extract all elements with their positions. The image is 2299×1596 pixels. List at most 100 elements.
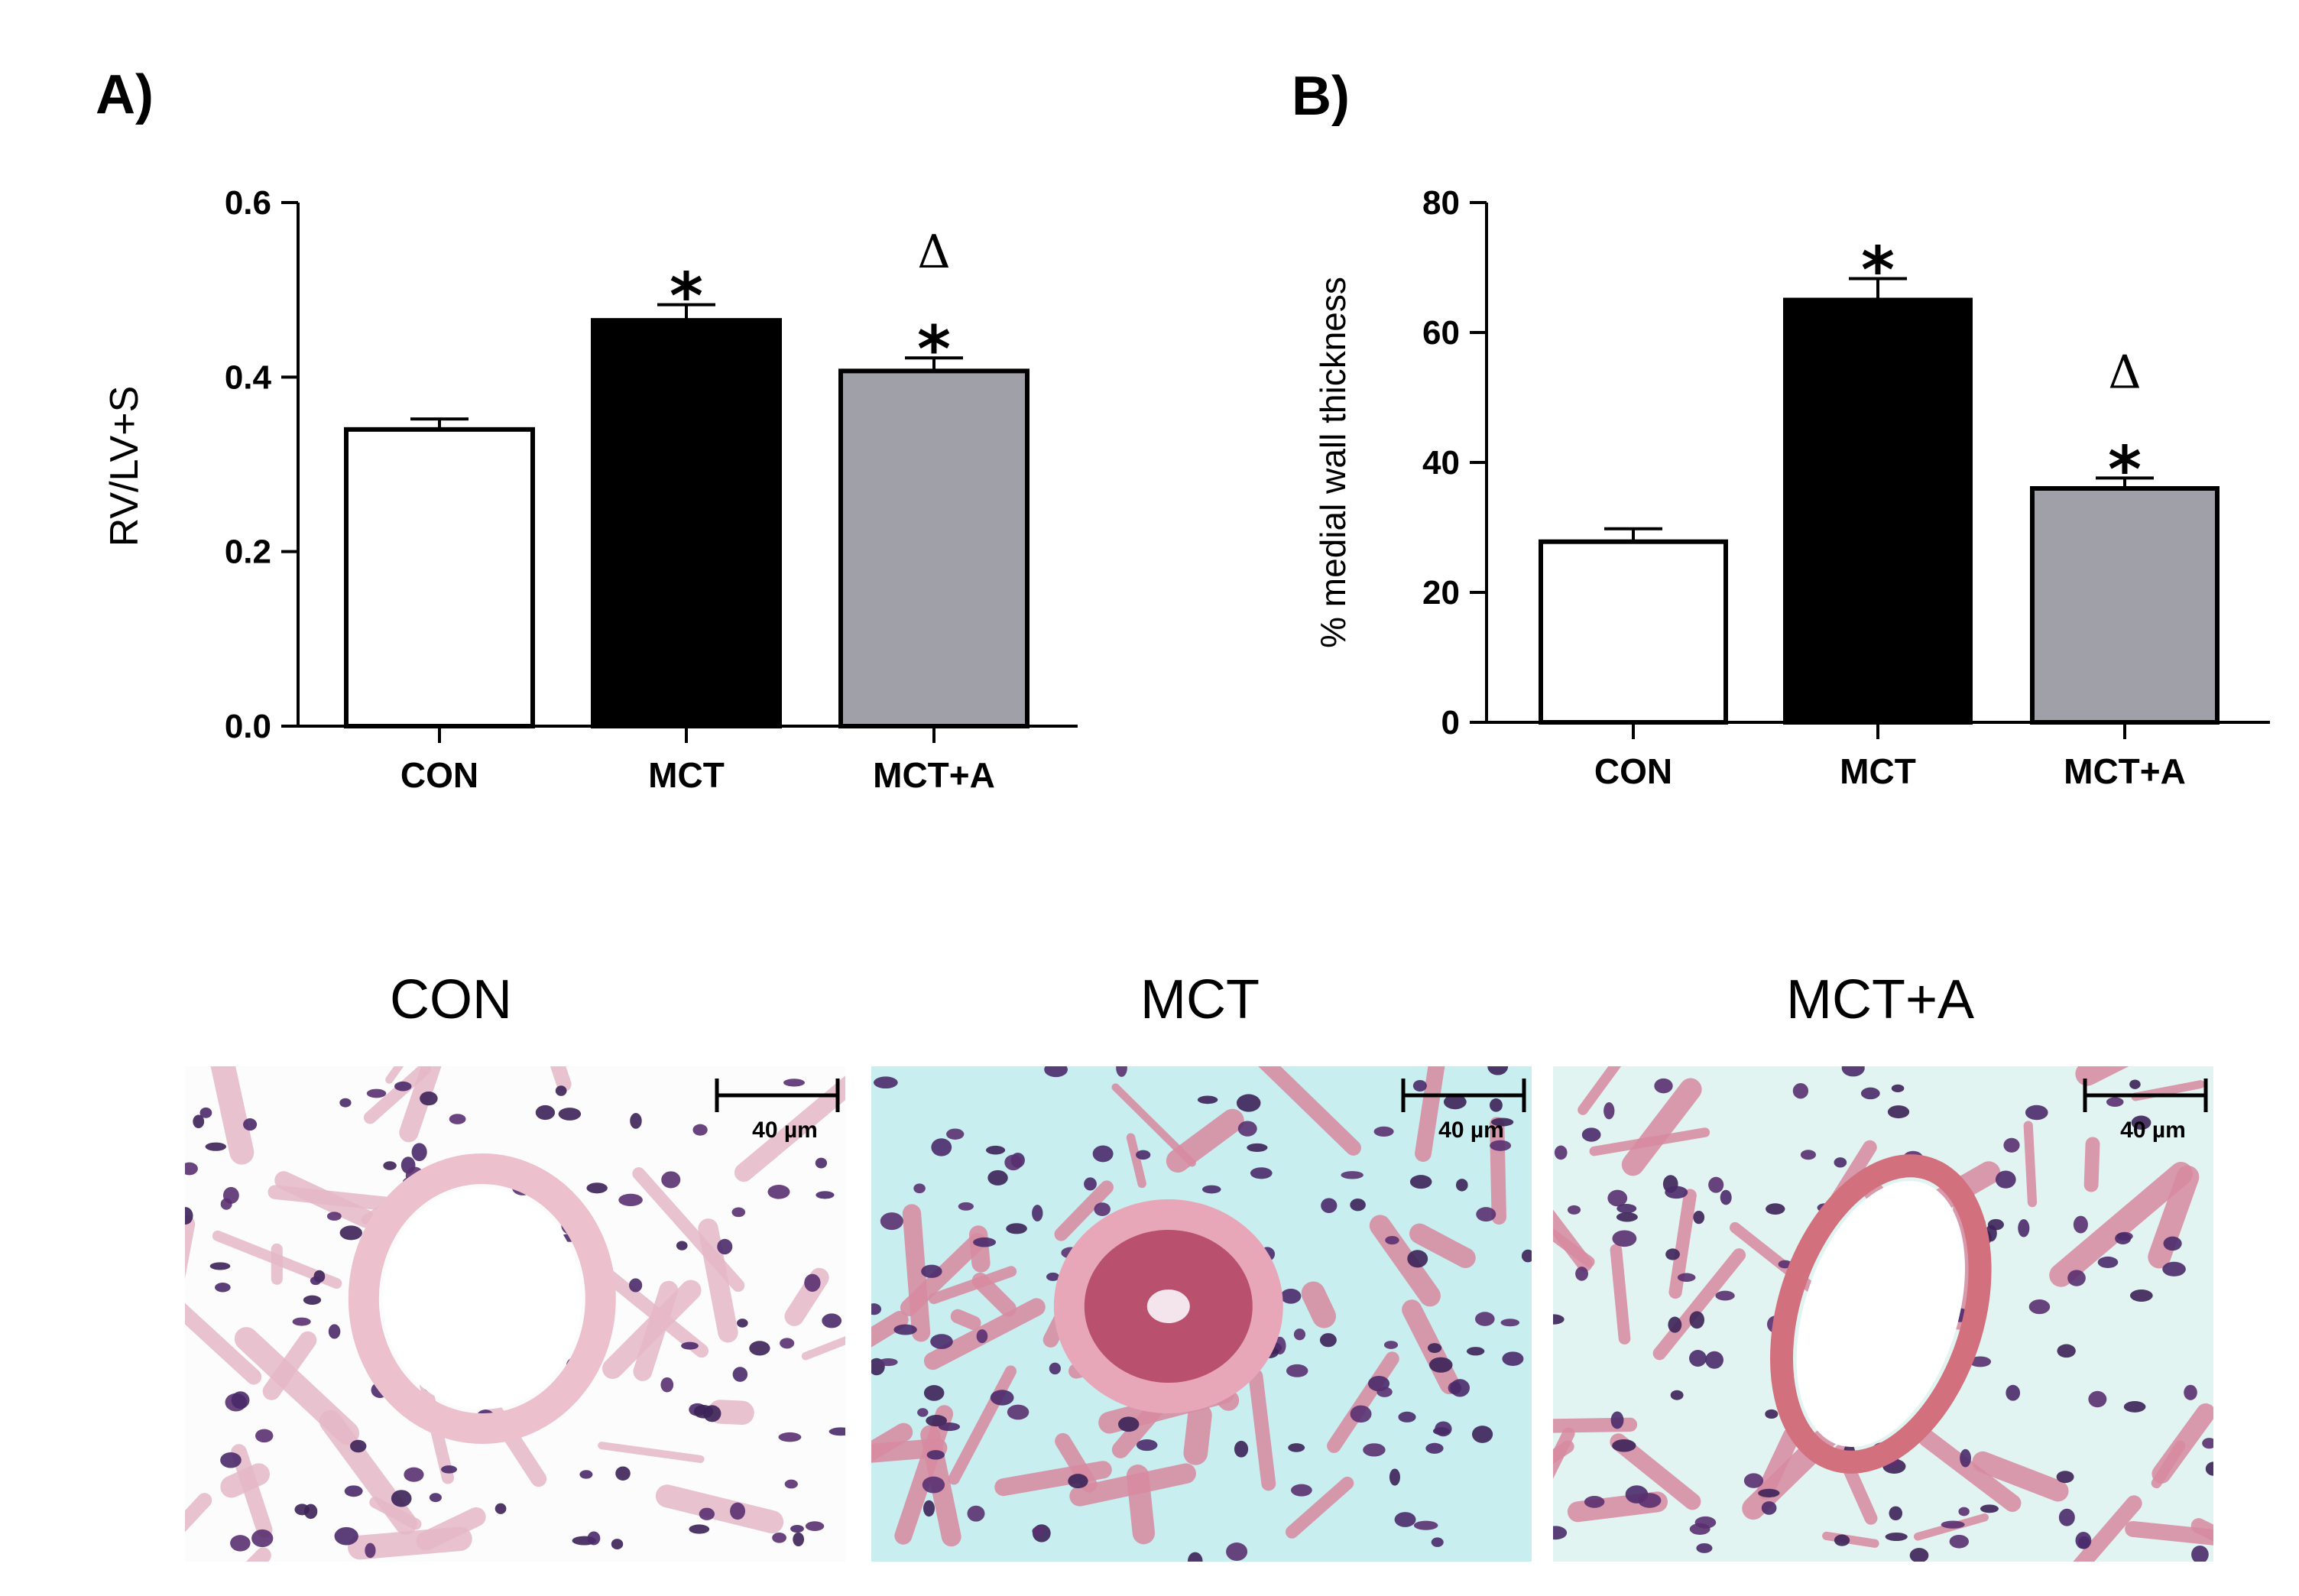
cell-nucleus [1466, 1347, 1485, 1356]
cell-nucleus [1708, 1176, 1724, 1193]
tissue-strand [1054, 1180, 1114, 1241]
cell-nucleus [1958, 1507, 1970, 1517]
cell-nucleus [973, 1237, 997, 1247]
cell-nucleus [985, 1145, 1006, 1155]
cell-nucleus [339, 1225, 362, 1241]
cell-nucleus [2129, 1289, 2153, 1302]
cell-nucleus [1006, 1223, 1027, 1234]
cell-nucleus [1960, 1448, 1971, 1468]
tissue-strand [1621, 1078, 1702, 1176]
cell-nucleus [1766, 1203, 1785, 1215]
cell-nucleus [2028, 1299, 2051, 1315]
cell-nucleus [1941, 1520, 1965, 1529]
x-category-label: CON [400, 755, 478, 795]
cell-nucleus [2075, 1532, 2092, 1549]
cell-nucleus [1500, 1319, 1520, 1327]
cell-nucleus [1889, 1506, 1903, 1521]
tissue-strand [185, 1493, 212, 1533]
bar-mct [591, 318, 782, 728]
tissue-strand [655, 1484, 784, 1534]
cell-nucleus [816, 1191, 835, 1199]
cell-nucleus [1032, 1205, 1043, 1221]
cell-nucleus [926, 1415, 948, 1427]
cell-nucleus [1407, 1250, 1428, 1268]
cell-nucleus [880, 1212, 903, 1231]
cell-nucleus [2057, 1344, 2076, 1358]
cell-nucleus [1887, 1105, 1910, 1119]
tissue-strand [1258, 1066, 1361, 1156]
cell-nucleus [1363, 1443, 1386, 1457]
cell-nucleus [737, 1319, 748, 1328]
cell-nucleus [193, 1114, 205, 1129]
cell-nucleus [828, 1427, 845, 1436]
cell-nucleus [780, 1338, 795, 1349]
cell-nucleus [958, 1202, 974, 1211]
cell-nucleus [1607, 1189, 1628, 1207]
cell-nucleus [804, 1273, 821, 1292]
cell-nucleus [494, 1503, 507, 1514]
cell-nucleus [749, 1341, 770, 1356]
cell-nucleus [230, 1535, 251, 1552]
cell-nucleus [1084, 1177, 1097, 1191]
cell-nucleus [923, 1385, 945, 1401]
cell-nucleus [2115, 1232, 2132, 1244]
cell-nucleus [923, 1500, 935, 1517]
cell-nucleus [1455, 1179, 1468, 1192]
cell-nucleus [326, 1212, 342, 1221]
tissue-strand [234, 1327, 360, 1445]
cell-nucleus [1603, 1102, 1615, 1120]
scale-bar-label: 40 µm [2120, 1118, 2186, 1143]
tissue-strand [801, 1336, 845, 1361]
cell-nucleus [2106, 1097, 2124, 1108]
cell-nucleus [1092, 1145, 1114, 1163]
cell-nucleus [1425, 1442, 1444, 1454]
bar-con [1539, 539, 1728, 725]
cell-nucleus [1616, 1212, 1638, 1222]
cell-nucleus [1616, 1203, 1637, 1214]
cell-nucleus [1909, 1548, 1929, 1562]
cell-nucleus [1288, 1443, 1305, 1452]
tissue-strand [1166, 1108, 1244, 1173]
tissue-strand [871, 1422, 913, 1462]
cell-nucleus [767, 1185, 790, 1199]
cell-nucleus [1136, 1150, 1151, 1160]
cell-nucleus [441, 1465, 458, 1474]
cell-nucleus [1693, 1211, 1705, 1225]
micrograph-image [185, 1066, 845, 1562]
y-tick-label: 0.4 [225, 358, 272, 396]
cell-nucleus [976, 1329, 988, 1344]
cell-nucleus [1761, 1501, 1777, 1515]
cell-nucleus [931, 1138, 952, 1156]
micrograph-title: CON [390, 969, 512, 1030]
cell-nucleus [1068, 1474, 1088, 1489]
cell-nucleus [587, 1531, 601, 1546]
cell-nucleus [783, 1079, 805, 1087]
panel-a-letter: A) [96, 64, 154, 125]
cell-nucleus [1321, 1198, 1338, 1214]
cell-nucleus [699, 1507, 715, 1520]
scale-bar-label: 40 µm [1438, 1118, 1504, 1143]
significance-asterisk: * [917, 312, 951, 387]
tissue-strand [1652, 1248, 1746, 1361]
cell-nucleus [2162, 1261, 2186, 1276]
cell-nucleus [2056, 1471, 2074, 1484]
cell-nucleus [1389, 1468, 1400, 1486]
cell-nucleus [917, 1408, 929, 1417]
tissue-strand [900, 1232, 986, 1316]
cell-nucleus [2184, 1384, 2197, 1400]
cell-nucleus [215, 1283, 231, 1293]
cell-nucleus [1765, 1409, 1779, 1419]
cell-nucleus [310, 1276, 322, 1286]
tissue-strand [598, 1442, 705, 1464]
cell-nucleus [731, 1207, 746, 1218]
cell-nucleus [1584, 1496, 1605, 1508]
cell-nucleus [1689, 1311, 1705, 1329]
cell-nucleus [1949, 1534, 1970, 1549]
cell-nucleus [1046, 1272, 1060, 1281]
tissue-strand [2151, 1440, 2186, 1489]
cell-nucleus [1521, 1249, 1532, 1263]
cell-nucleus [1376, 1387, 1393, 1397]
cell-nucleus [294, 1504, 310, 1516]
cell-nucleus [1575, 1267, 1588, 1281]
cell-nucleus [1567, 1205, 1581, 1215]
